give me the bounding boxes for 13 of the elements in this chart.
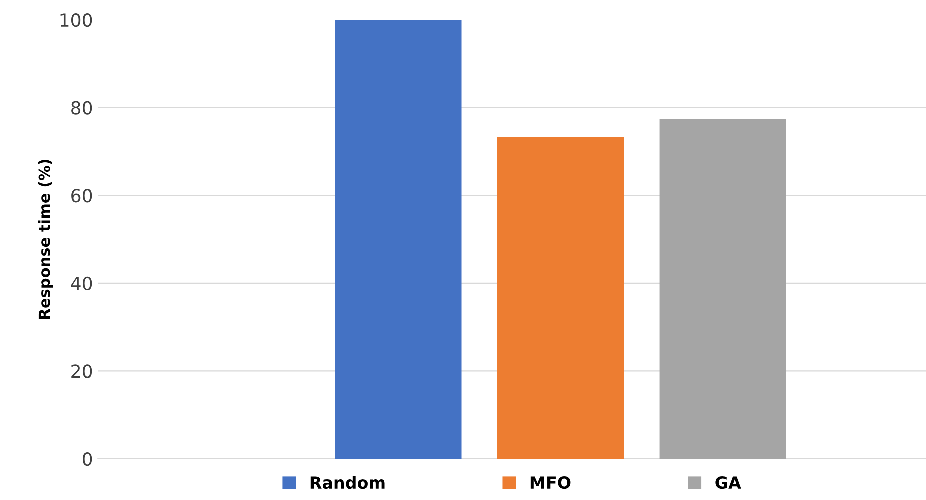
y-tick-label: 80 xyxy=(72,101,92,115)
y-tick-label: 40 xyxy=(71,276,92,291)
y-tick-label: 60 xyxy=(72,189,92,203)
bar xyxy=(660,119,786,459)
y-tick-label: 0 xyxy=(83,452,92,466)
legend-label: MFO xyxy=(530,476,571,490)
legend-label: Random xyxy=(310,476,385,490)
bar xyxy=(497,137,624,459)
y-axis-title: Response time (%) xyxy=(38,160,54,319)
y-tick-label: 100 xyxy=(60,13,92,28)
legend-label: GA xyxy=(716,476,742,490)
y-tick-label: 20 xyxy=(72,364,92,378)
bar xyxy=(335,20,462,459)
